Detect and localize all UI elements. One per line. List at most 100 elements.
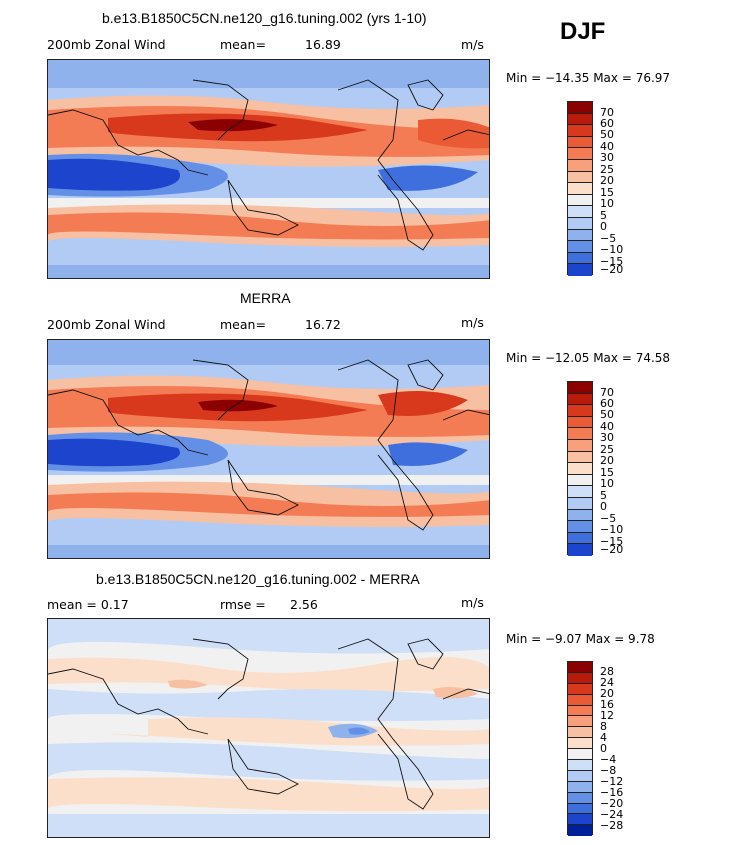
season-label: DJF	[560, 18, 606, 45]
panel-3-colorbar-cell	[568, 803, 592, 815]
panel-1-colorbar-cell	[568, 148, 592, 160]
panel-2-colorbar-tick: 0	[600, 500, 607, 513]
panel-1-colorbar-tick: 60	[600, 117, 614, 130]
panel-2-colorbar-tick: 15	[600, 466, 614, 479]
panel-3-colorbar-cell	[568, 770, 592, 782]
panel-1-colorbar	[567, 101, 593, 276]
panel-1-colorbar-tick: 10	[600, 197, 614, 210]
panel-2-minmax: Min = −12.05 Max = 74.58	[506, 351, 671, 365]
panel-1-colorbar-cell	[568, 136, 592, 149]
panel-1-mean-value: 16.89	[305, 37, 341, 52]
panel-3-colorbar-tick: 16	[600, 698, 614, 711]
panel-3-colorbar-cell	[568, 672, 592, 684]
panel-3-mean-label: mean = 0.17	[47, 597, 129, 612]
panel-3-colorbar-tick: −16	[600, 786, 624, 799]
panel-1-colorbar-tick: 5	[600, 209, 607, 222]
panel-1-colorbar-cell	[568, 183, 592, 195]
panel-3-colorbar-tick: 12	[600, 709, 614, 722]
panel-2-colorbar-cell	[568, 544, 592, 556]
panel-3-colorbar	[567, 661, 593, 837]
panel-1-contour-field	[48, 60, 489, 278]
panel-2-colorbar-cell	[568, 416, 592, 429]
panel-2-title: MERRA	[240, 290, 291, 306]
panel-1-variable-label: 200mb Zonal Wind	[47, 37, 166, 52]
panel-1-colorbar-tick: −20	[600, 263, 624, 276]
panel-1-colorbar-cell	[568, 217, 592, 230]
panel-1-colorbar-tick: 25	[600, 163, 614, 176]
panel-3-colorbar-tick: 20	[600, 687, 614, 700]
panel-2-colorbar-cell	[568, 463, 592, 475]
panel-1-colorbar-tick: 40	[600, 140, 614, 153]
panel-2-colorbar-cell	[568, 486, 592, 498]
panel-3-colorbar-cell	[568, 814, 592, 826]
panel-3-colorbar-tick: 24	[600, 676, 614, 689]
panel-2-colorbar-tick: 5	[600, 489, 607, 502]
panel-2-colorbar-tick: 25	[600, 443, 614, 456]
panel-2-colorbar-tick: 70	[600, 386, 614, 399]
panel-3-colorbar-cell	[568, 749, 592, 761]
panel-2-colorbar-tick: −15	[600, 535, 624, 548]
panel-3-colorbar-cell	[568, 694, 592, 706]
panel-3-colorbar-cell	[568, 738, 592, 750]
panel-3-title: b.e13.B1850C5CN.ne120_g16.tuning.002 - M…	[96, 571, 420, 587]
panel-2-colorbar-tick: 60	[600, 397, 614, 410]
panel-2-colorbar-tick: 50	[600, 408, 614, 421]
panel-3-colorbar-tick: −20	[600, 797, 624, 810]
panel-2-colorbar-tick: −5	[600, 512, 617, 525]
panel-1-minmax: Min = −14.35 Max = 76.97	[506, 71, 671, 85]
panel-1-colorbar-cell	[568, 125, 592, 137]
panel-1-colorbar-cell	[568, 206, 592, 218]
panel-3-colorbar-cell	[568, 683, 592, 695]
panel-3-colorbar-cell	[568, 781, 592, 793]
panel-3-rmse-value: 2.56	[290, 597, 318, 612]
panel-2-colorbar-cell	[568, 521, 592, 533]
panel-1-colorbar-cell	[568, 159, 592, 172]
panel-1-colorbar-cell	[568, 252, 592, 265]
panel-2-coastlines	[48, 359, 489, 531]
panel-2-colorbar	[567, 381, 593, 556]
panel-1-coastlines	[48, 79, 489, 251]
panel-1-map	[47, 59, 490, 279]
panel-1-colorbar-tick: 50	[600, 128, 614, 141]
panel-1-colorbar-tick: −5	[600, 232, 617, 245]
panel-3-colorbar-cell	[568, 705, 592, 717]
panel-1-colorbar-cell	[568, 241, 592, 253]
panel-2-colorbar-cell	[568, 497, 592, 510]
panel-2-colorbar-cell	[568, 439, 592, 452]
panel-2-mean-value: 16.72	[305, 317, 341, 332]
panel-2-colorbar-cell	[568, 474, 592, 487]
panel-1-colorbar-tick: 70	[600, 106, 614, 119]
panel-2-colorbar-tick: 10	[600, 477, 614, 490]
panel-3-units: m/s	[461, 595, 484, 610]
panel-3-colorbar-tick: 8	[600, 720, 607, 733]
panel-2-variable-label: 200mb Zonal Wind	[47, 317, 166, 332]
panel-3-colorbar-tick: −28	[600, 819, 624, 832]
panel-2-colorbar-cell	[568, 532, 592, 545]
panel-3-contour-field	[48, 619, 489, 837]
panel-2-colorbar-tick: −20	[600, 543, 624, 556]
panel-1-title: b.e13.B1850C5CN.ne120_g16.tuning.002 (yr…	[102, 10, 427, 26]
panel-3-colorbar-tick: 4	[600, 731, 607, 744]
panel-1-colorbar-cell	[568, 102, 592, 114]
panel-3-colorbar-cell	[568, 727, 592, 739]
panel-1-colorbar-tick: 0	[600, 220, 607, 233]
panel-3-colorbar-tick: −12	[600, 775, 624, 788]
panel-2-colorbar-cell	[568, 382, 592, 394]
panel-2-colorbar-tick: 40	[600, 420, 614, 433]
panel-2-colorbar-cell	[568, 393, 592, 406]
panel-2-map	[47, 339, 490, 559]
panel-2-units: m/s	[461, 315, 484, 330]
panel-1-colorbar-tick: −10	[600, 243, 624, 256]
panel-3-colorbar-cell	[568, 792, 592, 804]
panel-3-colorbar-tick: 28	[600, 665, 614, 678]
panel-2-colorbar-cell	[568, 405, 592, 417]
panel-3-minmax: Min = −9.07 Max = 9.78	[506, 632, 655, 646]
panel-1-colorbar-cell	[568, 171, 592, 184]
panel-3-rmse-label: rmse =	[220, 597, 266, 612]
panel-3-colorbar-tick: −8	[600, 764, 617, 777]
panel-3-colorbar-cell	[568, 760, 592, 771]
panel-3-colorbar-tick: −24	[600, 808, 624, 821]
panel-1-units: m/s	[461, 37, 484, 52]
panel-2-contour-field	[48, 340, 489, 558]
panel-3-colorbar-tick: −4	[600, 753, 617, 766]
